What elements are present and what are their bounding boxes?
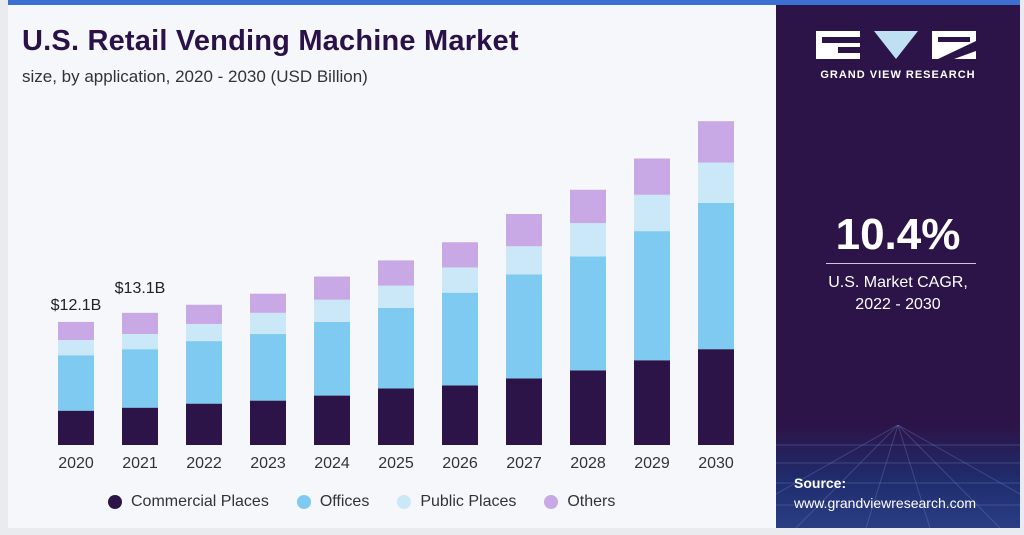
- legend-label: Offices: [319, 493, 370, 510]
- bar-offices-2027: [506, 274, 542, 379]
- chart-title: U.S. Retail Vending Machine Market: [22, 25, 519, 57]
- bar-public-places-2021: [122, 334, 158, 350]
- bar-offices-2020: [58, 355, 94, 411]
- data-label-2020: $12.1B: [51, 297, 102, 314]
- x-tick-label: 2025: [378, 455, 414, 472]
- legend-item-public-places: Public Places: [397, 493, 516, 511]
- x-tick-label: 2022: [186, 455, 222, 472]
- legend-swatch-others: [544, 495, 559, 509]
- source-label: Source:: [794, 475, 847, 491]
- bar-offices-2021: [122, 349, 158, 408]
- bar-others-2030: [698, 121, 734, 163]
- bar-commercial-places-2029: [634, 360, 670, 445]
- chart-subtitle: size, by application, 2020 - 2030 (USD B…: [22, 67, 368, 86]
- legend-item-commercial-places: Commercial Places: [108, 493, 269, 511]
- bar-commercial-places-2024: [314, 395, 350, 445]
- bar-public-places-2028: [570, 223, 606, 257]
- top-accent-line: [8, 0, 1020, 5]
- x-tick-label: 2029: [634, 455, 670, 472]
- bar-public-places-2026: [442, 267, 478, 293]
- cagr-divider: [826, 263, 976, 264]
- cagr-label-line-1: U.S. Market CAGR,: [828, 274, 968, 291]
- legend-swatch-public-places: [397, 495, 412, 509]
- x-tick-label: 2026: [442, 455, 478, 472]
- bar-commercial-places-2026: [442, 385, 478, 445]
- bar-offices-2022: [186, 341, 222, 404]
- bar-others-2021: [122, 312, 158, 335]
- infographic-card: U.S. Retail Vending Machine Market size,…: [8, 0, 1020, 528]
- bar-offices-2029: [634, 231, 670, 361]
- bar-others-2029: [634, 158, 670, 195]
- bar-commercial-places-2025: [378, 388, 414, 445]
- x-tick-label: 2024: [314, 455, 350, 472]
- bar-offices-2030: [698, 202, 734, 350]
- bar-commercial-places-2021: [122, 407, 158, 445]
- legend-label: Public Places: [420, 493, 517, 510]
- bar-commercial-places-2028: [570, 370, 606, 445]
- legend-swatch-offices: [296, 495, 311, 509]
- brand-name: GRAND VIEW RESEARCH: [820, 69, 976, 81]
- sidebar-footer-background: [776, 425, 1020, 528]
- legend-swatch-commercial-places: [108, 495, 122, 509]
- bar-public-places-2020: [58, 340, 94, 356]
- bar-public-places-2022: [186, 323, 222, 342]
- bar-others-2024: [314, 276, 350, 300]
- bar-offices-2025: [378, 307, 414, 389]
- x-tick-label: 2027: [506, 455, 542, 472]
- chart-legend: Commercial Places Offices Public Places …: [108, 493, 615, 511]
- bar-offices-2024: [314, 321, 350, 396]
- data-label-2021: $13.1B: [115, 280, 166, 297]
- bar-others-2027: [506, 213, 542, 247]
- bar-public-places-2030: [698, 162, 734, 203]
- bar-others-2026: [442, 242, 478, 268]
- bar-commercial-places-2020: [58, 410, 94, 445]
- bar-others-2028: [570, 189, 606, 224]
- legend-item-others: Others: [544, 493, 615, 511]
- stacked-bar-chart: 2020 2021 2022 2023 2024 2025 2026 2027 2028 2029…: [51, 121, 734, 472]
- x-tick-label: 2023: [250, 455, 286, 472]
- x-tick-label: 2021: [122, 455, 158, 472]
- cagr-label-line-2: 2022 - 2030: [855, 296, 941, 313]
- legend-label: Others: [567, 493, 616, 510]
- bar-others-2020: [58, 321, 94, 341]
- cagr-value: 10.4%: [835, 210, 961, 259]
- bar-others-2025: [378, 260, 414, 286]
- perspective-grid-decoration: [776, 425, 1020, 528]
- source-url[interactable]: www.grandviewresearch.com: [794, 495, 977, 511]
- bar-offices-2028: [570, 256, 606, 371]
- legend-item-offices: Offices: [296, 493, 370, 511]
- x-tick-label: 2028: [570, 455, 606, 472]
- x-tick-label: 2030: [698, 455, 734, 472]
- bar-public-places-2025: [378, 285, 414, 308]
- bar-offices-2026: [442, 292, 478, 386]
- bar-offices-2023: [250, 334, 286, 401]
- bar-commercial-places-2027: [506, 378, 542, 445]
- bar-public-places-2024: [314, 299, 350, 322]
- bar-others-2022: [186, 304, 222, 324]
- grand-view-research-logo: [816, 31, 976, 59]
- cagr-label: U.S. Market CAGR, 2022 - 2030: [776, 272, 1020, 316]
- bar-public-places-2029: [634, 194, 670, 232]
- bar-others-2023: [250, 293, 286, 313]
- sidebar-panel: GRAND VIEW RESEARCH 10.4% U.S. Market CA…: [776, 5, 1020, 528]
- legend-label: Commercial Places: [131, 493, 269, 510]
- bar-commercial-places-2022: [186, 403, 222, 445]
- x-tick-label: 2020: [58, 455, 94, 472]
- chart-area: U.S. Retail Vending Machine Market size,…: [8, 5, 776, 528]
- bar-commercial-places-2030: [698, 349, 734, 445]
- bar-commercial-places-2023: [250, 400, 286, 445]
- bar-public-places-2023: [250, 312, 286, 335]
- bar-public-places-2027: [506, 246, 542, 275]
